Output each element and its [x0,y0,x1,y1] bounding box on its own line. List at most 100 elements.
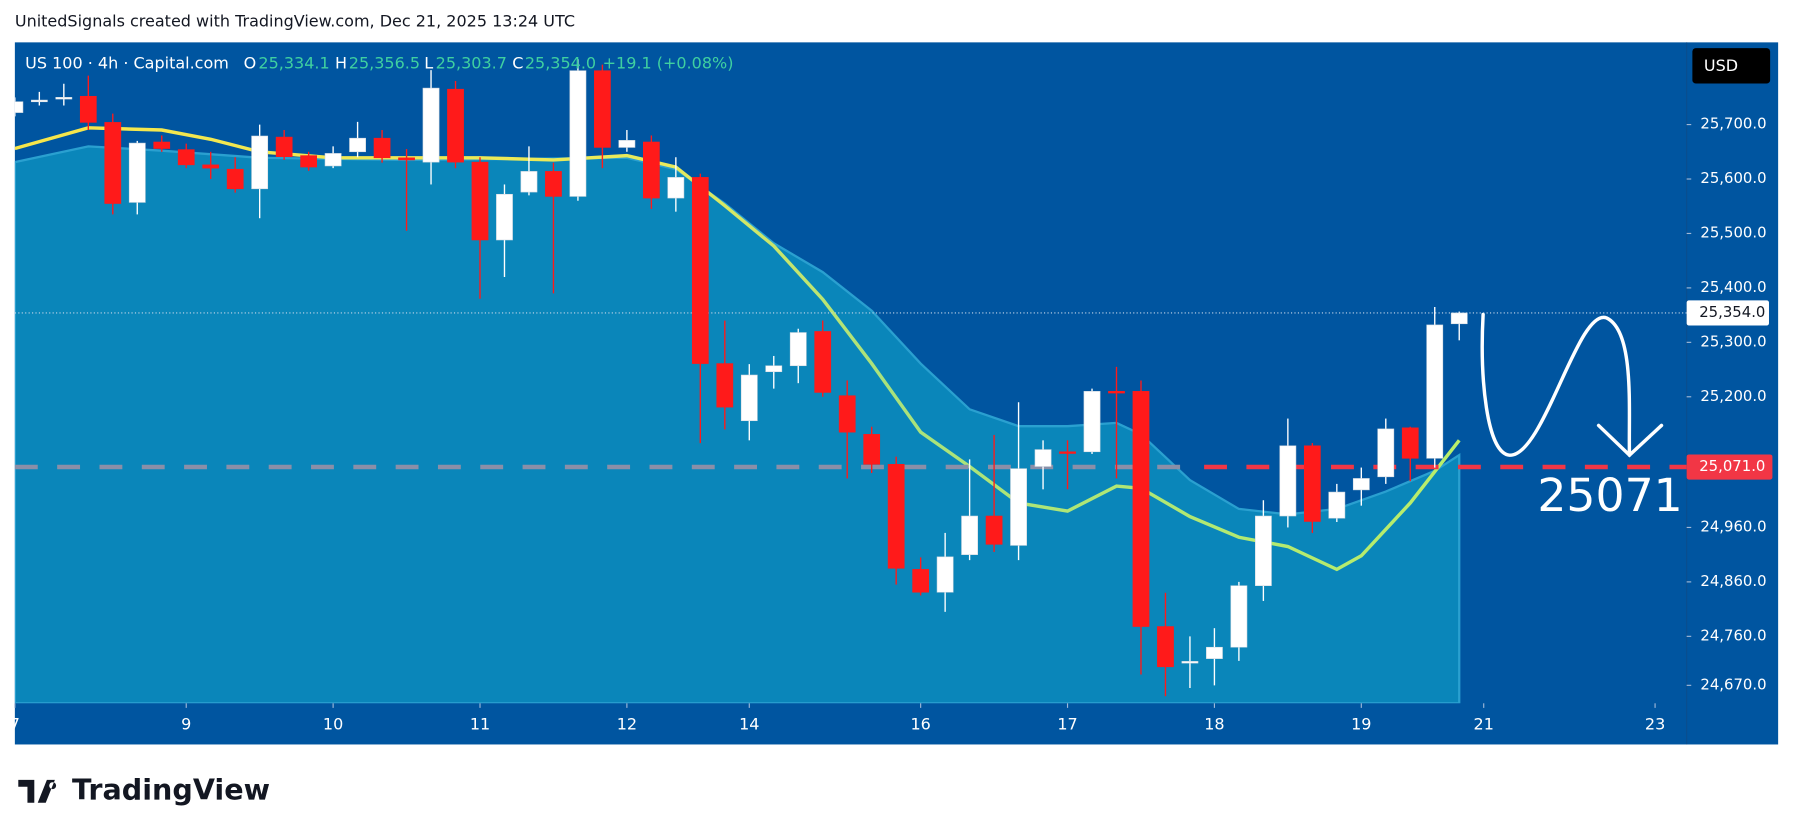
plot [14,59,1687,704]
candle-body [226,168,244,190]
high: 25,356.5 [349,54,420,73]
candle-body [1181,661,1199,664]
candle-body [1083,391,1101,453]
candle-body [398,157,415,161]
y-tick-label: 24,760.0 [1700,626,1766,644]
candle-body [1059,451,1076,454]
candle-body [153,141,171,149]
y-tick-label: 25,300.0 [1700,332,1766,350]
target-box [1686,454,1773,480]
y-tick-label: 25,200.0 [1700,387,1766,405]
y-tick-label: 25,600.0 [1700,169,1766,187]
last-price-box [1686,300,1769,326]
close: 25,354.0 [525,54,596,73]
logo: TradingView [18,772,270,806]
candle-body [961,515,978,555]
o-key: O [244,54,257,73]
candle-body [545,171,562,197]
candle-body [177,149,195,166]
candle-body [30,99,48,103]
candle-body [863,434,881,465]
candle-body [1034,449,1052,467]
currency-button[interactable] [1692,48,1771,84]
candle-body [887,464,905,569]
h-key: H [335,54,347,73]
last-price-label: 25,354.0 [1699,303,1765,321]
candle-body [324,153,342,167]
open: 25,334.1 [258,54,329,73]
x-tick-label: 10 [323,715,343,734]
y-tick-label: 24,960.0 [1700,517,1766,535]
candle-body [765,365,783,373]
candle-body [814,331,832,393]
candle-body [716,363,734,408]
x-tick-label: 12 [617,715,637,734]
candle-body [373,137,391,159]
candle-body [1108,391,1125,394]
legend: US 100 · 4h · Capital.com O 25,334.1 H 2… [25,54,733,73]
l-key: L [424,54,433,73]
candle-body [422,87,440,163]
brand: TradingView [72,772,270,806]
y-tick-label: 24,860.0 [1700,572,1766,590]
candle-body [496,193,513,241]
candle-body [936,556,954,593]
x-tick-label: 19 [1351,715,1371,734]
candle-body [1279,445,1297,517]
x-tick-label: 18 [1204,715,1224,734]
candle-body [447,88,464,163]
x-tick-label: 16 [910,715,930,734]
candle-body [520,171,538,193]
candle-body [985,515,1003,545]
candle-body [838,395,856,433]
candle-body [912,569,930,593]
candle-body [251,135,269,190]
axes: 25,700.0 25,600.0 25,500.0 25,400.0 25,300.0… [10,115,1773,734]
candle-body [14,101,24,113]
candle-body [691,177,709,364]
y-tick-label: 25,400.0 [1700,278,1766,296]
x-tick-label: 21 [1474,715,1494,734]
candle-body [1230,585,1248,648]
change: +19.1 (+0.08%) [603,54,734,73]
candle-body [202,164,220,169]
x-tick-label: 11 [470,715,490,734]
candle-body [1157,626,1174,668]
candle-body [667,177,685,199]
candle-body [104,122,122,204]
annotation: 25071 [1537,469,1682,522]
candle-body [300,155,317,168]
x-tick-label: 14 [739,715,759,734]
candle-body [1328,491,1346,519]
logo-icon [18,779,57,803]
candle-body [1255,515,1272,586]
candle-body [1352,478,1370,491]
candle-body [643,141,660,199]
x-tick-label: 17 [1057,715,1077,734]
candle-body [789,332,807,367]
candle-body [1132,391,1150,627]
currency[interactable]: USD [1704,56,1738,75]
candle-body [1377,428,1395,478]
candle-body [128,142,146,203]
c-key: C [512,54,523,73]
candle-body [55,97,73,100]
candle-body [1401,427,1419,459]
candle-body [471,161,489,241]
candle-body [79,95,97,123]
header: UnitedSignals created with TradingView.c… [15,11,575,30]
symbol: US 100 · 4h · Capital.com [25,54,229,73]
candle-body [1303,445,1321,522]
drawn-arrow [1480,312,1664,458]
candle-body [1426,324,1444,459]
candle-body [1450,312,1468,325]
low: 25,303.7 [436,54,507,73]
candle-body [569,70,587,197]
candle-body [349,137,366,153]
x-tick-label: 7 [10,715,20,734]
target-label: 25,071.0 [1699,457,1765,475]
candle-body [1010,468,1027,546]
y-tick-label: 24,670.0 [1700,675,1766,693]
candle-body [618,140,636,148]
